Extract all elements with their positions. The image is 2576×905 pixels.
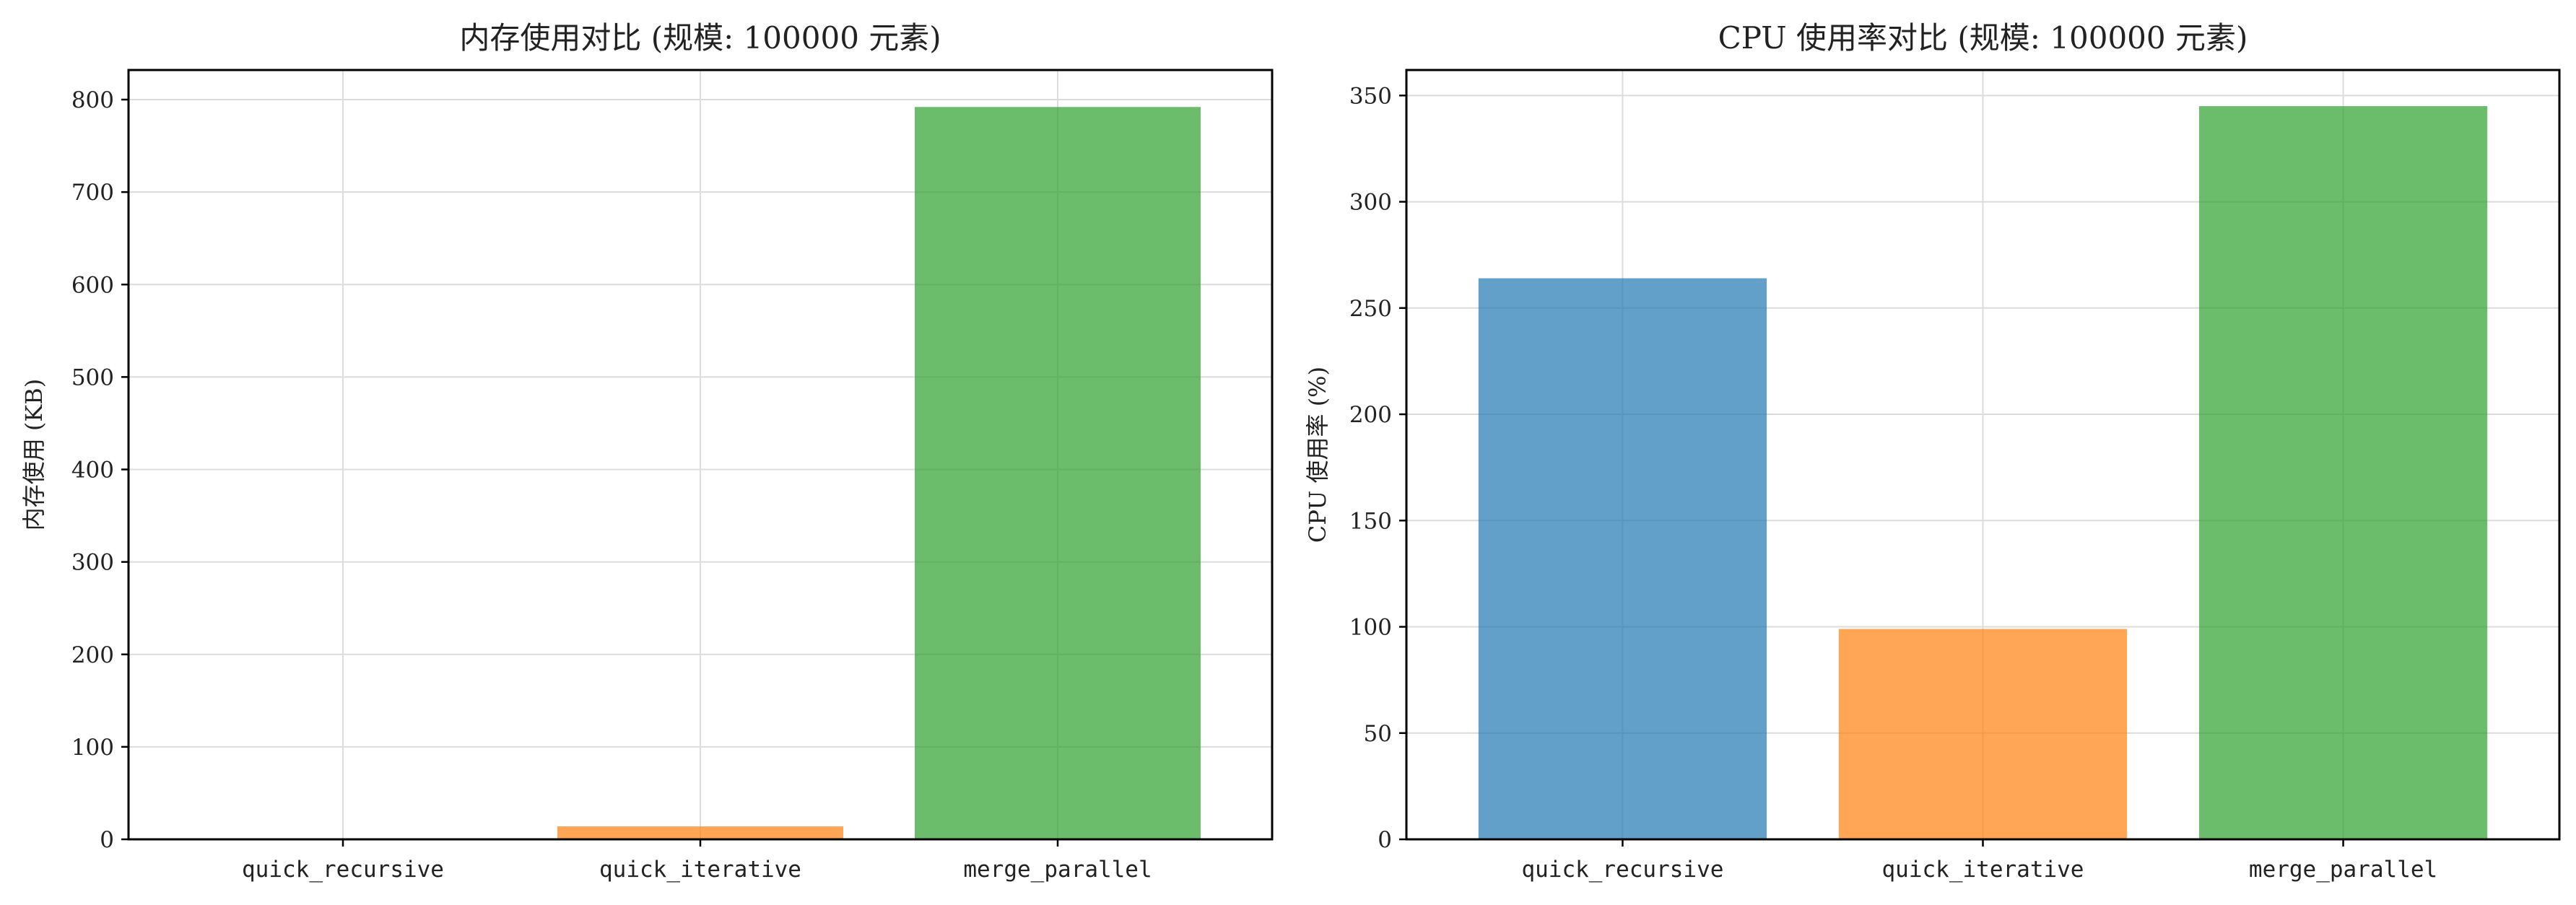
bars xyxy=(557,107,1201,839)
x-tick-label: quick_iterative xyxy=(1882,857,2084,883)
chart-title: CPU 使用率对比 (规模: 100000 元素) xyxy=(1718,20,2248,56)
y-tick-label: 250 xyxy=(1349,296,1392,322)
y-axis-label: 内存使用 (KB) xyxy=(20,379,48,531)
bar-merge_parallel xyxy=(2198,106,2488,839)
y-tick-label: 150 xyxy=(1349,508,1392,534)
x-tick-label: merge_parallel xyxy=(2249,857,2437,883)
y-tick-label: 500 xyxy=(71,364,114,390)
chart-title: 内存使用对比 (规模: 100000 元素) xyxy=(459,20,941,56)
y-tick-label: 0 xyxy=(1378,827,1392,853)
y-tick-label: 50 xyxy=(1364,721,1392,747)
x-tick-label: merge_parallel xyxy=(963,857,1152,883)
y-tick-label: 0 xyxy=(100,827,114,853)
bar-quick_iterative xyxy=(557,826,843,839)
y-tick-label: 350 xyxy=(1349,83,1392,109)
x-tick-label: quick_recursive xyxy=(242,857,444,883)
x-tick-label: quick_iterative xyxy=(599,857,801,883)
y-axis-label: CPU 使用率 (%) xyxy=(1304,367,1331,543)
y-tick-label: 300 xyxy=(1349,190,1392,216)
y-tick-label: 100 xyxy=(1349,615,1392,641)
y-tick-label: 400 xyxy=(71,458,114,484)
y-tick-label: 100 xyxy=(71,735,114,761)
y-tick-label: 200 xyxy=(1349,402,1392,428)
y-tick-label: 800 xyxy=(71,87,114,113)
y-tick-label: 200 xyxy=(71,642,114,668)
chart-panel-1: 0 100 200 300 400 500 600 700 800 quick_recursive… xyxy=(20,20,1274,883)
bars xyxy=(1478,106,2488,839)
y-tick-label: 700 xyxy=(71,180,114,206)
bar-quick_recursive xyxy=(1478,278,1767,839)
y-tick-label: 600 xyxy=(71,272,114,298)
bar-merge_parallel xyxy=(915,107,1201,839)
x-tick-label: quick_recursive xyxy=(1521,857,1723,883)
y-tick-label: 300 xyxy=(71,550,114,576)
bar-quick_iterative xyxy=(1838,629,2128,839)
chart-panel-2: 0 50 100 150 200 250 300 350 quick_recursive quic… xyxy=(1304,20,2561,883)
